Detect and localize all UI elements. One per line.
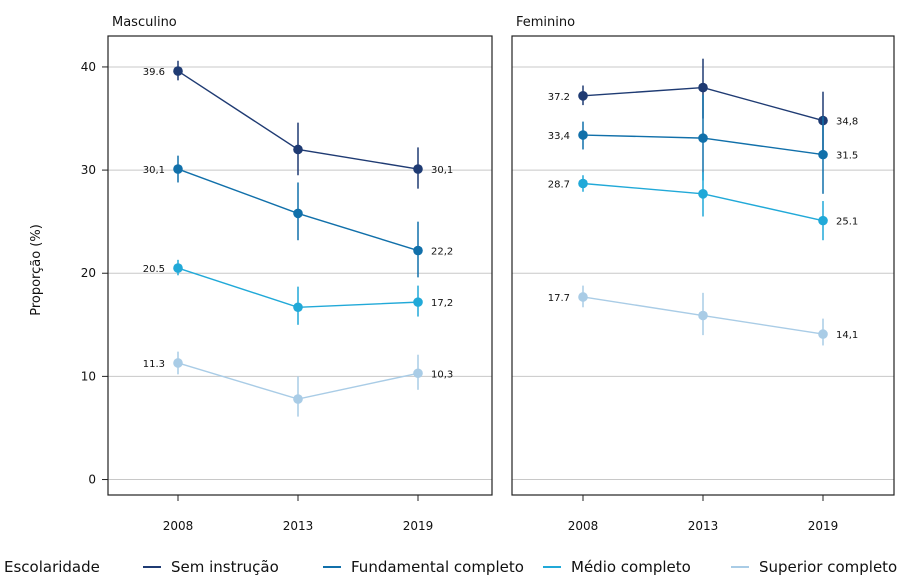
- data-point: [293, 208, 303, 219]
- series-2: 20.5 17,2: [143, 259, 453, 325]
- data-label: 39.6: [143, 67, 165, 78]
- x-tick-label: 2013: [688, 519, 719, 533]
- data-label: 25.1: [836, 217, 858, 228]
- data-point: [578, 130, 588, 140]
- legend-entry: Fundamental completo: [351, 558, 524, 576]
- data-point: [413, 164, 423, 174]
- legend-entry: Médio completo: [571, 558, 691, 576]
- data-point: [698, 189, 708, 199]
- data-point: [293, 394, 303, 404]
- legend-entry: Sem instrução: [171, 558, 279, 576]
- legend-title: Escolaridade: [4, 558, 100, 576]
- data-label: 31.5: [836, 151, 858, 162]
- legend: Escolaridade Sem instrução Fundamental com…: [4, 558, 897, 576]
- y-tick-label: 0: [88, 473, 96, 487]
- data-label: 30,1: [143, 165, 165, 176]
- x-tick-label: 2008: [568, 519, 599, 533]
- data-label: 10,3: [431, 369, 453, 380]
- series-1: 33,4 31.5: [548, 94, 858, 194]
- series-3: 17.7 14,1: [548, 285, 858, 346]
- panel-frame: [107, 35, 493, 496]
- data-point: [173, 66, 183, 76]
- data-point: [413, 368, 423, 379]
- y-tick-label: 10: [81, 369, 96, 383]
- series-0: 37.2 34,8: [548, 58, 858, 152]
- data-point: [818, 329, 828, 339]
- data-point: [413, 297, 423, 307]
- data-label: 17.7: [548, 293, 570, 304]
- data-label: 34,8: [836, 117, 858, 128]
- data-point: [413, 245, 423, 256]
- data-point: [173, 164, 183, 174]
- data-label: 17,2: [431, 298, 453, 309]
- data-point: [173, 263, 183, 273]
- series-1: 30,1 22,2: [143, 155, 453, 278]
- y-axis-label: Proporção (%): [29, 224, 44, 316]
- data-label: 22,2: [431, 247, 453, 258]
- x-tick-label: 2008: [163, 519, 194, 533]
- data-label: 33,4: [548, 131, 570, 142]
- data-point: [293, 302, 303, 313]
- data-point: [578, 178, 588, 189]
- y-tick-label: 40: [81, 60, 96, 74]
- panel-title: Feminino: [516, 15, 575, 30]
- data-point: [818, 149, 828, 160]
- data-point: [293, 144, 303, 155]
- series-2: 28.7 25.1: [548, 172, 858, 241]
- data-point: [698, 82, 708, 93]
- data-point: [173, 358, 183, 368]
- legend-entry: Superior completo: [759, 558, 897, 576]
- data-label: 30,1: [431, 165, 453, 176]
- data-label: 14,1: [836, 330, 858, 341]
- data-label: 20.5: [143, 264, 165, 275]
- x-tick-label: 2019: [403, 519, 434, 533]
- y-tick-label: 30: [81, 163, 96, 177]
- data-point: [698, 133, 708, 143]
- y-tick-label: 20: [81, 266, 96, 280]
- data-label: 28.7: [548, 179, 570, 190]
- data-point: [578, 292, 588, 302]
- data-point: [818, 215, 828, 226]
- x-tick-label: 2013: [283, 519, 314, 533]
- series-0: 39.6 30,1: [143, 60, 453, 189]
- data-label: 11.3: [143, 359, 165, 370]
- series-3: 11.3 10,3: [143, 351, 453, 417]
- panel-feminino: Feminino 2008 2013 2019 37.2 34,8 33,4 31.5 28.7…: [511, 15, 895, 533]
- data-label: 37.2: [548, 92, 570, 103]
- data-point: [578, 91, 588, 101]
- panel-title: Masculino: [112, 15, 177, 30]
- data-point: [698, 310, 708, 321]
- x-tick-label: 2019: [808, 519, 839, 533]
